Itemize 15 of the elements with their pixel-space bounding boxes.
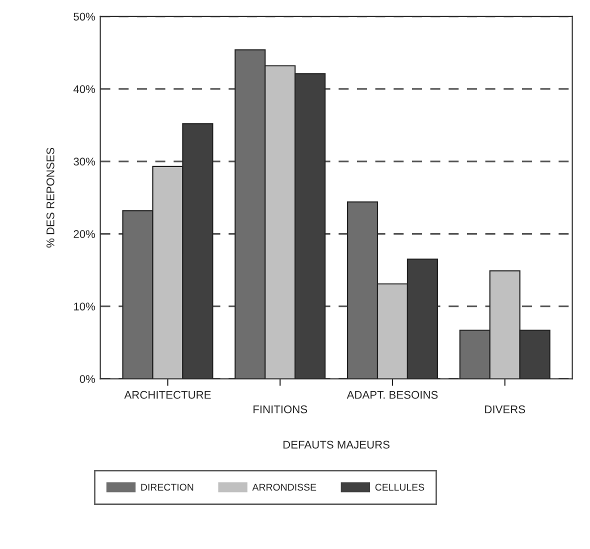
y-tick-label: 50% (74, 12, 96, 21)
x-tick-label: ARCHITECTURE (124, 390, 211, 399)
x-tick-label: FINITIONS (254, 405, 308, 414)
x-tick-label: ADAPT. BESOINS (346, 390, 438, 399)
legend-label: CELLULES (375, 484, 424, 491)
legend-label: DIRECTION (141, 484, 194, 491)
y-tick-label: 30% (74, 158, 96, 166)
y-axis-title: % DES REPONSES (46, 148, 54, 248)
legend-label: ARRONDISSE (252, 484, 316, 491)
y-tick-label: 0% (80, 375, 96, 383)
y-tick-label: 20% (74, 230, 96, 238)
x-axis-title: DEFAUTS MAJEURS (284, 440, 390, 449)
y-tick-label: 40% (73, 85, 96, 94)
x-tick-label: DIVERS (485, 405, 526, 414)
y-tick-label: 10% (74, 302, 96, 310)
